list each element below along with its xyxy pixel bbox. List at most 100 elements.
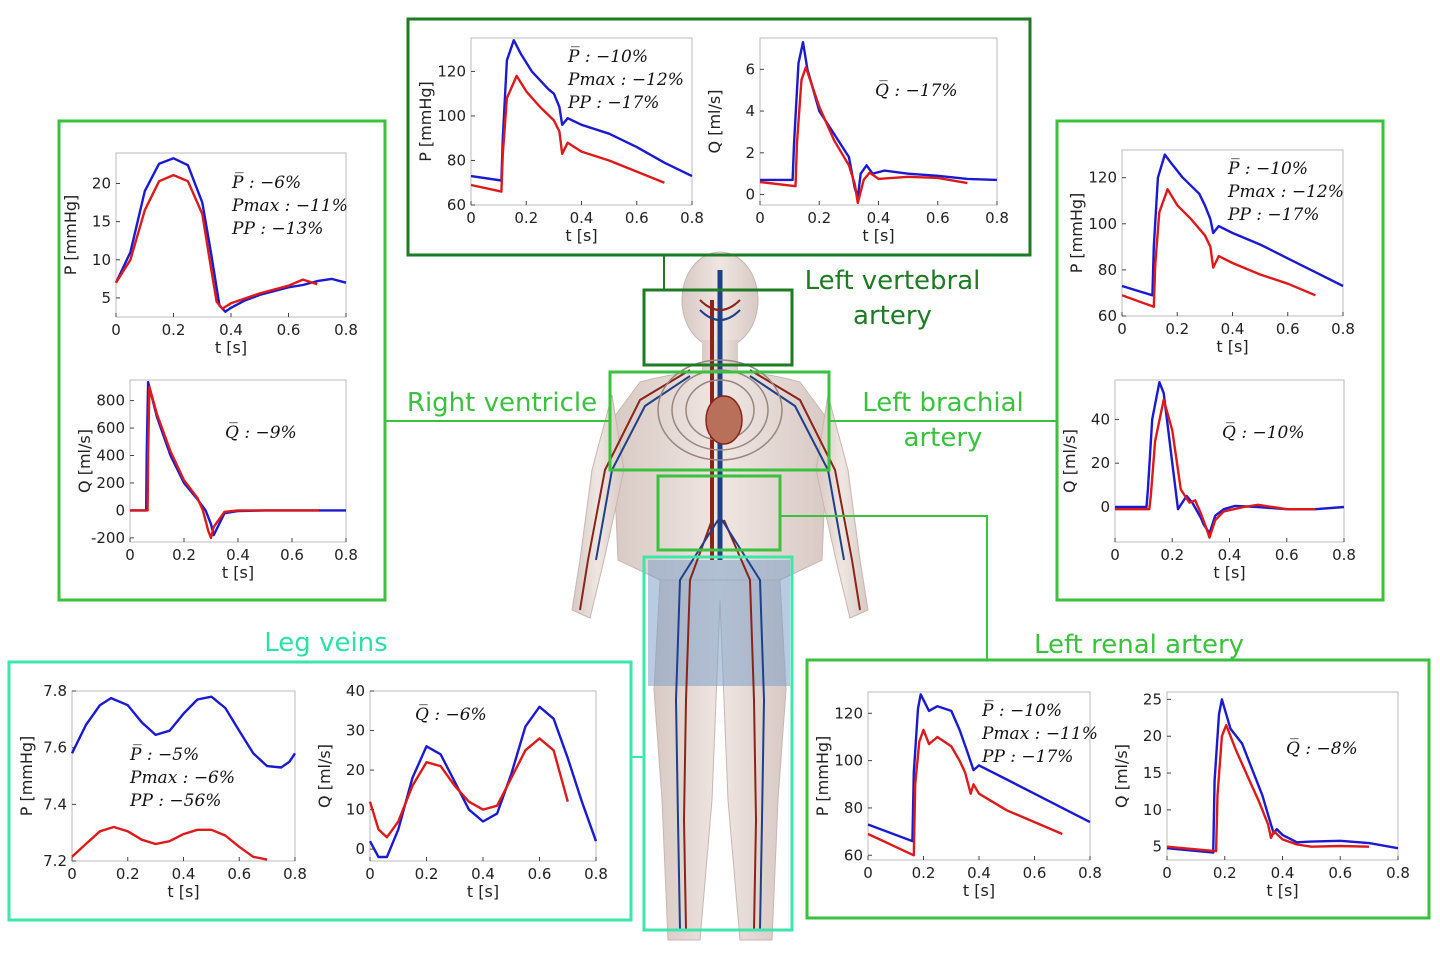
y-axis-label: P [mmHg] (813, 736, 832, 817)
y-axis-label: Q [ml/s] (75, 429, 94, 493)
vertebral-panel-frame (406, 17, 1032, 257)
x-axis-label: t [s] (215, 338, 247, 357)
y-tick-label: 15 (92, 213, 111, 231)
y-tick-label: 15 (1143, 764, 1162, 782)
x-tick-label: 0.2 (1160, 546, 1184, 564)
y-axis-label: P [mmHg] (1067, 193, 1086, 274)
series-line-red (130, 385, 319, 540)
x-axis-label: t [s] (467, 882, 499, 901)
legs-panel-frame (7, 660, 633, 922)
stat-annotation: PP : −17% (981, 747, 1073, 767)
x-tick-label: 0.4 (471, 865, 495, 883)
x-tick-label: 0.8 (1331, 320, 1355, 338)
y-axis-label: P [mmHg] (61, 195, 80, 276)
y-tick-label: 7.8 (43, 682, 67, 700)
chart-brachial_Q: 0 0.2 0.4 0.6 0.8 0 20 40 t [s] Q [ml/s] Q̅ : −10% (1060, 379, 1356, 582)
stat-annotation: PP : −17% (1227, 205, 1319, 225)
stat-annotation: Q̅ : −17% (875, 80, 958, 101)
x-axis-label: t [s] (963, 881, 995, 900)
x-tick-label: 0.6 (280, 546, 304, 564)
stat-annotation: PP : −17% (567, 93, 659, 113)
series-line-red (867, 728, 1063, 857)
y-tick-label: 0 (1100, 498, 1110, 516)
renal-connector (780, 515, 988, 660)
x-tick-label: 0 (365, 865, 375, 883)
y-tick-label: 60 (1098, 307, 1117, 325)
y-tick-label: 30 (346, 722, 365, 740)
y-tick-label: 80 (844, 799, 863, 817)
y-tick-label: 7.6 (43, 739, 67, 757)
stat-annotation: Pmax : −6% (129, 768, 235, 788)
x-tick-label: 0.6 (926, 209, 950, 227)
x-tick-label: 0 (755, 209, 765, 227)
x-tick-label: 0.2 (1165, 320, 1189, 338)
chart-legs_Q: 0 0.2 0.4 0.6 0.8 0 10 20 30 40 t [s] Q [ml/s] Q̅ : … (315, 682, 608, 901)
plot-area (115, 152, 347, 318)
x-axis-label: t [s] (1266, 881, 1298, 900)
x-tick-label: 0.4 (1221, 320, 1245, 338)
x-tick-label: 0.8 (1078, 864, 1102, 882)
y-axis-label: Q [ml/s] (1060, 429, 1079, 493)
y-tick-label: 80 (1098, 261, 1117, 279)
y-tick-label: -200 (91, 529, 125, 547)
brachial-label-line1: Left brachial (862, 388, 1024, 418)
y-tick-label: 10 (346, 801, 365, 819)
x-tick-label: 0 (67, 865, 77, 883)
x-tick-label: 0.8 (680, 209, 704, 227)
series-line-blue (70, 695, 297, 769)
vertebral-body-box (642, 288, 794, 367)
stat-annotation: Q̅ : −8% (1286, 738, 1358, 759)
x-tick-label: 0 (466, 209, 476, 227)
x-tick-label: 0.6 (1328, 864, 1352, 882)
series-line-red (1166, 724, 1370, 853)
plot-area (71, 690, 296, 862)
y-tick-label: 20 (92, 175, 111, 193)
chart-brachial_P: 0 0.2 0.4 0.6 0.8 60 80 100 120 t [s] P [mmHg] P̅ :… (1067, 149, 1355, 356)
vertebral-label-line2: artery (853, 301, 932, 331)
x-tick-label: 0.6 (528, 865, 552, 883)
x-tick-label: 0.2 (415, 865, 439, 883)
y-tick-label: 5 (101, 289, 111, 307)
x-tick-label: 0.4 (1271, 864, 1295, 882)
y-tick-label: 40 (346, 682, 365, 700)
series-line-red (114, 173, 318, 310)
x-tick-label: 0.4 (219, 321, 243, 339)
x-tick-label: 0.6 (227, 865, 251, 883)
x-axis-label: t [s] (862, 226, 894, 245)
y-axis-label: Q [ml/s] (1112, 744, 1131, 808)
ventricle-panel-frame (57, 119, 387, 602)
x-axis-label: t [s] (565, 226, 597, 245)
legs-body-box (642, 555, 794, 932)
x-axis-label: t [s] (222, 563, 254, 582)
brachial-region-label: Left brachial artery (858, 386, 1028, 456)
x-tick-label: 0.8 (584, 865, 608, 883)
plot-area (1166, 691, 1399, 861)
y-tick-label: 10 (92, 251, 111, 269)
series-line-red (1121, 187, 1316, 308)
y-tick-label: 100 (437, 107, 466, 125)
y-tick-label: 6 (745, 60, 755, 78)
x-tick-label: 0.6 (625, 209, 649, 227)
series-line-red (1115, 398, 1316, 539)
x-tick-label: 0.8 (334, 546, 358, 564)
y-tick-label: 0 (355, 840, 365, 858)
y-tick-label: 800 (96, 392, 125, 410)
plot-area (867, 691, 1091, 861)
x-tick-label: 0 (1162, 864, 1172, 882)
renal-region-label: Left renal artery (1033, 630, 1245, 660)
x-tick-label: 0.6 (1023, 864, 1047, 882)
ventricle-region-label: Right ventricle (406, 388, 598, 418)
y-tick-label: 2 (745, 144, 755, 162)
y-tick-label: 7.2 (43, 852, 67, 870)
x-tick-label: 0.4 (172, 865, 196, 883)
x-tick-label: 0.2 (116, 865, 140, 883)
x-tick-label: 0.2 (807, 209, 831, 227)
stat-annotation: P̅ : −6% (231, 172, 301, 193)
x-tick-label: 0.2 (172, 546, 196, 564)
vertebral-region-label: Left vertebral artery (800, 264, 985, 334)
y-tick-label: 20 (1091, 454, 1110, 472)
x-tick-label: 0 (1110, 546, 1120, 564)
y-axis-label: P [mmHg] (416, 81, 435, 162)
x-tick-label: 0 (111, 321, 121, 339)
